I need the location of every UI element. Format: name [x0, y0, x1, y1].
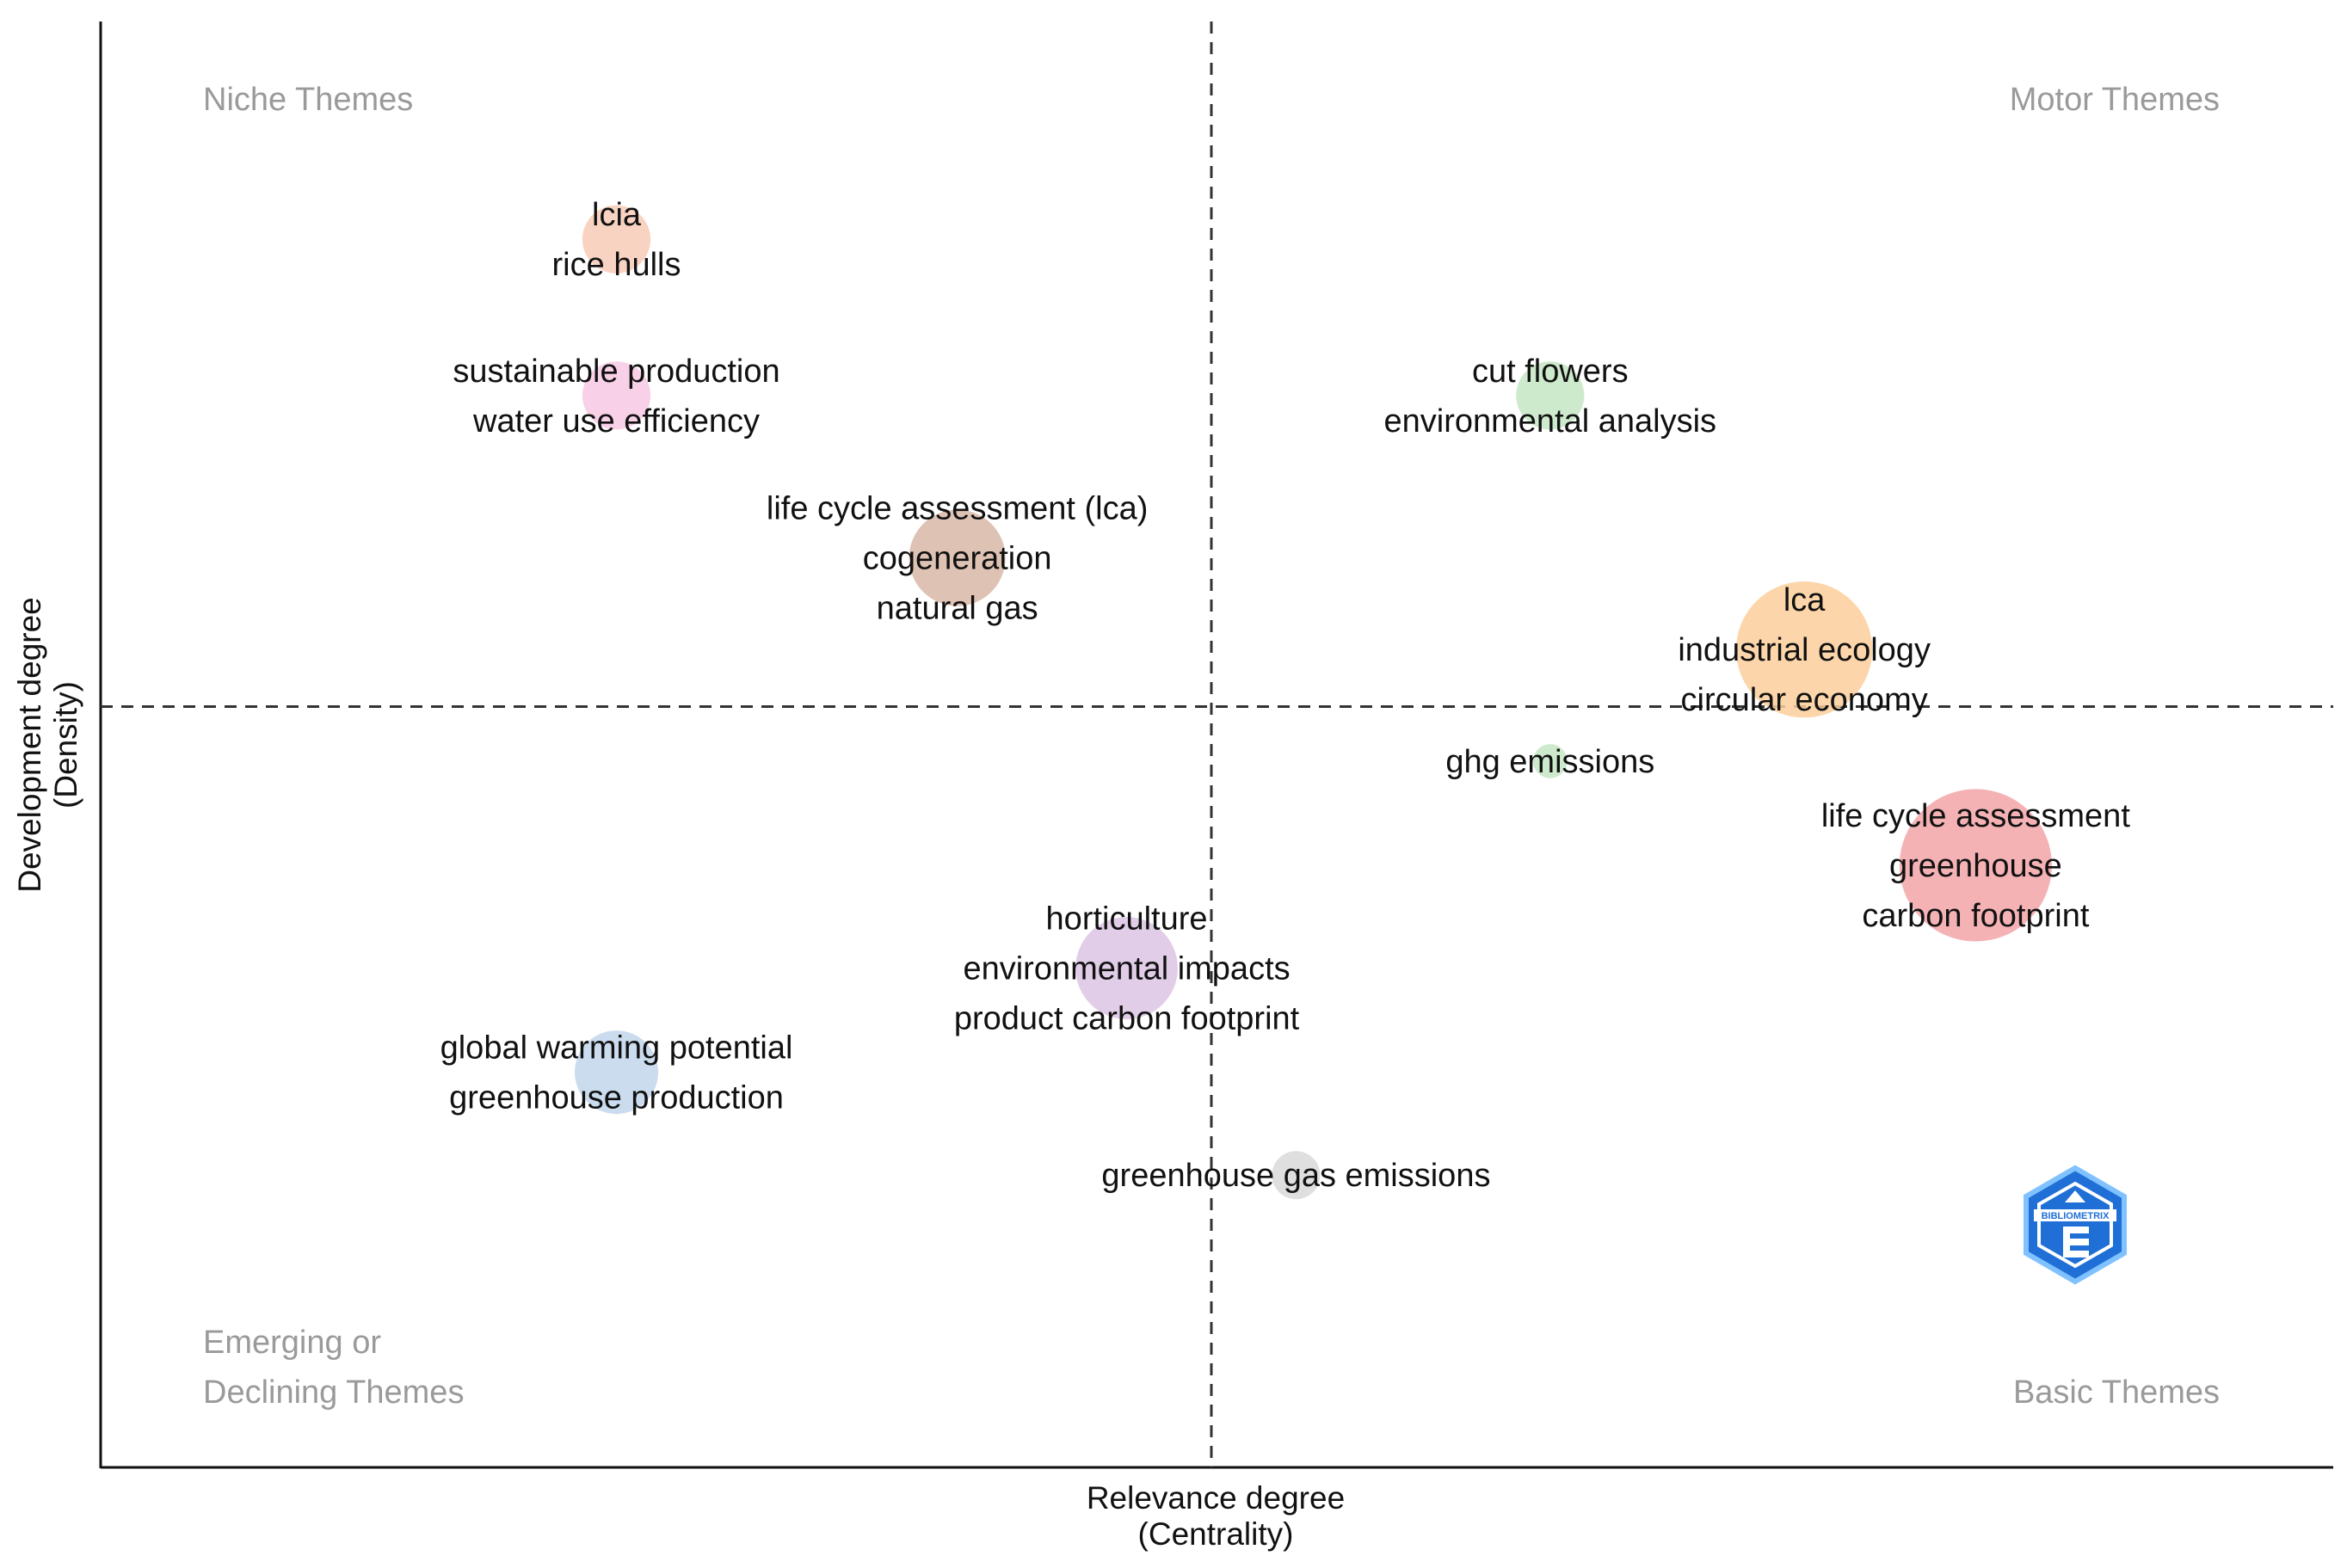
cluster-label: environmental impacts	[963, 951, 1290, 987]
cluster-label: cogeneration	[863, 541, 1052, 577]
cluster-label: life cycle assessment	[1821, 798, 2130, 834]
cluster-label: ghg emissions	[1445, 744, 1654, 780]
cluster-bubble	[1532, 744, 1568, 778]
quadrant-label-motor: Motor Themes	[2010, 82, 2220, 118]
cluster-label: life cycle assessment (lca)	[767, 491, 1148, 527]
quadrant-label-emerging-line2: Declining Themes	[203, 1374, 464, 1411]
cluster-label: cut flowers	[1472, 354, 1629, 390]
quadrant-label-basic: Basic Themes	[2013, 1374, 2220, 1411]
cluster-label: lca	[1783, 582, 1826, 618]
quadrant-label-niche: Niche Themes	[203, 82, 413, 118]
cluster-label: environmental analysis	[1384, 403, 1717, 440]
cluster-label: rice hulls	[552, 247, 681, 283]
cluster-bubble	[582, 361, 651, 430]
quadrant-label-emerging-line1: Emerging or	[203, 1325, 381, 1361]
cluster-label: industrial ecology	[1678, 632, 1931, 668]
bibliometrix-logo: BIBLIOMETRIX	[2024, 1165, 2127, 1285]
cluster-label: product carbon footprint	[954, 1001, 1300, 1037]
cluster-label: circular economy	[1681, 682, 1928, 718]
cluster-bubble	[582, 205, 651, 274]
svg-text:BIBLIOMETRIX: BIBLIOMETRIX	[2042, 1211, 2110, 1221]
cluster-label: carbon footprint	[1862, 898, 2089, 934]
y-axis-subtitle: (Density)	[48, 681, 83, 809]
x-axis-subtitle: (Centrality)	[1138, 1516, 1294, 1552]
cluster-label: greenhouse production	[449, 1080, 784, 1116]
label-layer: lcia rice hulls sustainable production wate…	[440, 197, 2131, 1194]
cluster-label: lcia	[592, 197, 642, 233]
x-axis-title: Relevance degree	[1087, 1480, 1345, 1516]
cluster-label: sustainable production	[453, 354, 779, 390]
cluster-bubble	[1075, 917, 1178, 1019]
cluster-label: natural gas	[877, 591, 1038, 627]
cluster-bubble	[1735, 581, 1873, 718]
cluster-bubble	[575, 1030, 659, 1115]
bubble-layer	[575, 205, 2052, 1200]
cluster-bubble	[1516, 361, 1585, 430]
y-axis-title: Development degree	[12, 597, 47, 893]
cluster-bubble	[909, 509, 1006, 606]
cluster-bubble	[1899, 789, 2052, 942]
cluster-label: global warming potential	[440, 1030, 793, 1067]
cluster-label: horticulture	[1046, 901, 1208, 938]
cluster-label: greenhouse gas emissions	[1101, 1158, 1490, 1194]
cluster-bubble	[1272, 1151, 1321, 1200]
cluster-label: greenhouse	[1889, 848, 2062, 884]
cluster-label: water use efficiency	[472, 403, 760, 440]
